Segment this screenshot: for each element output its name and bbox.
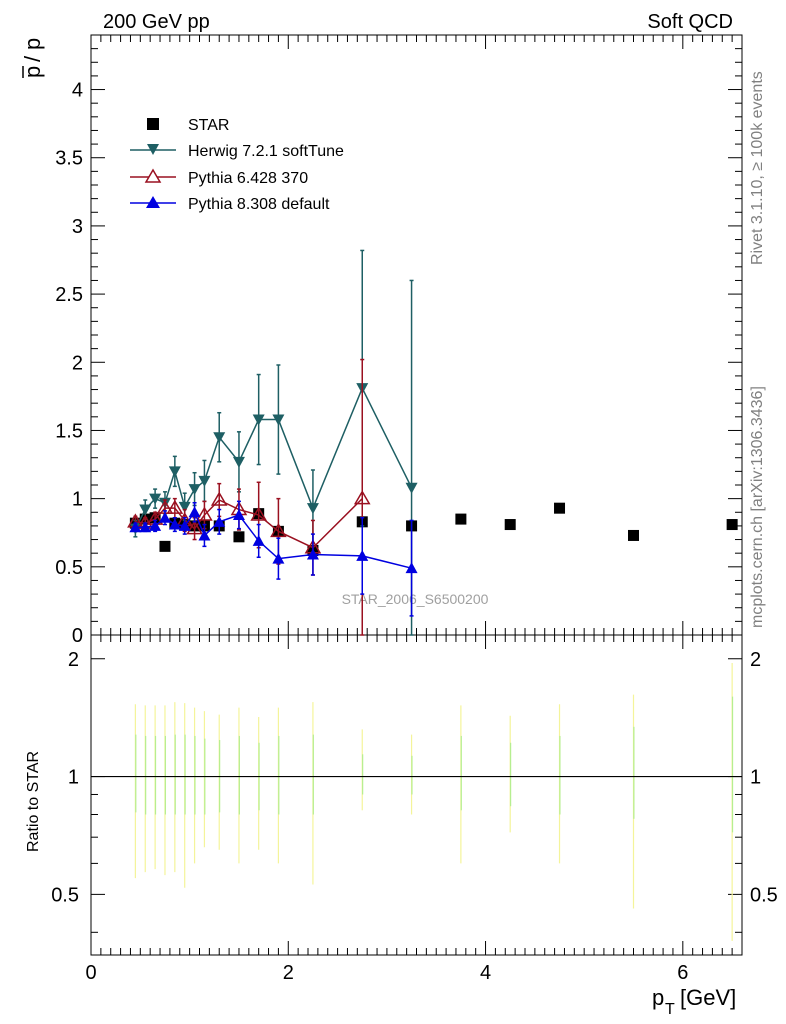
main-ylabel: p / p — [20, 38, 45, 78]
data-point — [232, 509, 245, 520]
series-line — [134, 386, 413, 529]
data-point — [353, 490, 371, 505]
data-point — [233, 531, 245, 543]
data-point — [149, 519, 162, 531]
data-point — [252, 534, 265, 546]
legend-label-pythia6: Pythia 6.428 370 — [188, 170, 308, 187]
ylabel-p: p — [20, 38, 45, 50]
xlabel-p: p — [652, 985, 664, 1010]
series-layer — [127, 249, 738, 636]
data-point — [186, 520, 203, 535]
data-point — [455, 513, 467, 525]
data-point — [188, 484, 201, 496]
data-point — [168, 466, 181, 478]
main-ytick-label: 3.5 — [55, 148, 83, 170]
series-1 — [129, 249, 418, 636]
data-point — [158, 511, 171, 523]
ratio-xtick-label: 6 — [677, 962, 688, 984]
ratio-xtick-label: 4 — [480, 962, 491, 984]
data-point — [306, 503, 319, 515]
data-point — [198, 529, 211, 541]
data-point — [272, 414, 285, 426]
legend-label-herwig: Herwig 7.2.1 softTune — [188, 143, 344, 160]
series-3 — [129, 500, 418, 617]
ratio-ytick-label-right: 1 — [750, 767, 761, 789]
data-point — [252, 414, 265, 426]
data-point — [168, 518, 181, 530]
data-point — [166, 499, 184, 514]
data-point — [178, 501, 191, 513]
ratio-ylabel: Ratio to STAR — [25, 751, 42, 852]
legend-marker-pythia6 — [144, 168, 162, 183]
ylabel-pbar: p — [20, 66, 45, 78]
main-ytick-label: 1.5 — [55, 420, 83, 442]
data-point — [178, 519, 191, 531]
data-point — [356, 549, 369, 561]
data-point — [188, 506, 201, 518]
main-ytick-label: 0.5 — [55, 557, 83, 579]
analysis-watermark: STAR_2006_S6500200 — [342, 591, 489, 607]
legend-marker-star — [147, 118, 159, 130]
main-ytick-label: 1 — [72, 489, 83, 511]
data-point — [270, 522, 287, 538]
ratio-xtick-label: 2 — [283, 962, 294, 984]
xlabel-unit: [GeV] — [680, 985, 736, 1010]
data-point — [196, 506, 213, 521]
main-ytick-label: 3 — [72, 216, 83, 238]
data-point — [405, 482, 418, 494]
data-point — [159, 540, 171, 552]
mcplots-caption: mcplots.cern.ch [arXiv:1306.3436] — [749, 386, 766, 628]
ratio-bands — [134, 663, 734, 942]
header-right: Soft QCD — [647, 11, 733, 33]
data-point — [129, 521, 142, 533]
data-point — [139, 521, 152, 533]
data-point — [149, 493, 162, 505]
main-ytick-label: 2.5 — [55, 284, 83, 306]
data-point — [504, 519, 516, 531]
main-axis-ticks: 0 0.5 1 1.5 2 2.5 3 3.5 4 — [55, 34, 743, 647]
xlabel-subscript: T — [665, 1001, 675, 1018]
xlabel: p T [GeV] — [652, 985, 736, 1018]
ratio-ytick-label-left: 0.5 — [51, 884, 79, 906]
ratio-plot-frame — [90, 634, 743, 956]
ratio-xtick-label: 0 — [85, 962, 96, 984]
legend-label-star: STAR — [188, 117, 229, 134]
data-point — [213, 515, 226, 527]
data-point — [272, 552, 285, 564]
series-0 — [129, 502, 738, 556]
data-point — [213, 432, 226, 444]
data-point — [232, 456, 245, 468]
ratio-ytick-label-right: 0.5 — [750, 884, 778, 906]
data-point — [250, 506, 267, 521]
data-point — [628, 529, 639, 541]
data-point — [405, 562, 418, 574]
data-point — [554, 502, 566, 514]
ratio-axis-ticks: 0.5 0.5 1 1 2 2 0 2 4 6 — [51, 635, 778, 984]
legend-label-pythia8: Pythia 8.308 default — [188, 196, 330, 213]
ratio-ytick-label-left: 2 — [68, 649, 79, 671]
data-point — [726, 519, 738, 531]
main-ytick-label: 4 — [72, 80, 83, 102]
data-point — [306, 548, 319, 560]
data-point — [210, 491, 228, 506]
rivet-caption: Rivet 3.1.10, ≥ 100k events — [749, 71, 766, 265]
ratio-ytick-label-left: 1 — [68, 767, 79, 789]
ylabel-slash: / — [20, 55, 45, 62]
main-ytick-label: 0 — [72, 625, 83, 647]
data-point — [139, 504, 152, 516]
ratio-ytick-label-right: 2 — [750, 649, 761, 671]
header-left: 200 GeV pp — [103, 11, 210, 33]
data-point — [198, 475, 211, 487]
legend-marker-herwig — [147, 144, 159, 155]
legend-marker-pythia8 — [146, 196, 160, 208]
main-ytick-label: 2 — [72, 352, 83, 374]
legend: STAR Herwig 7.2.1 softTune Pythia 6.428 … — [130, 117, 344, 213]
